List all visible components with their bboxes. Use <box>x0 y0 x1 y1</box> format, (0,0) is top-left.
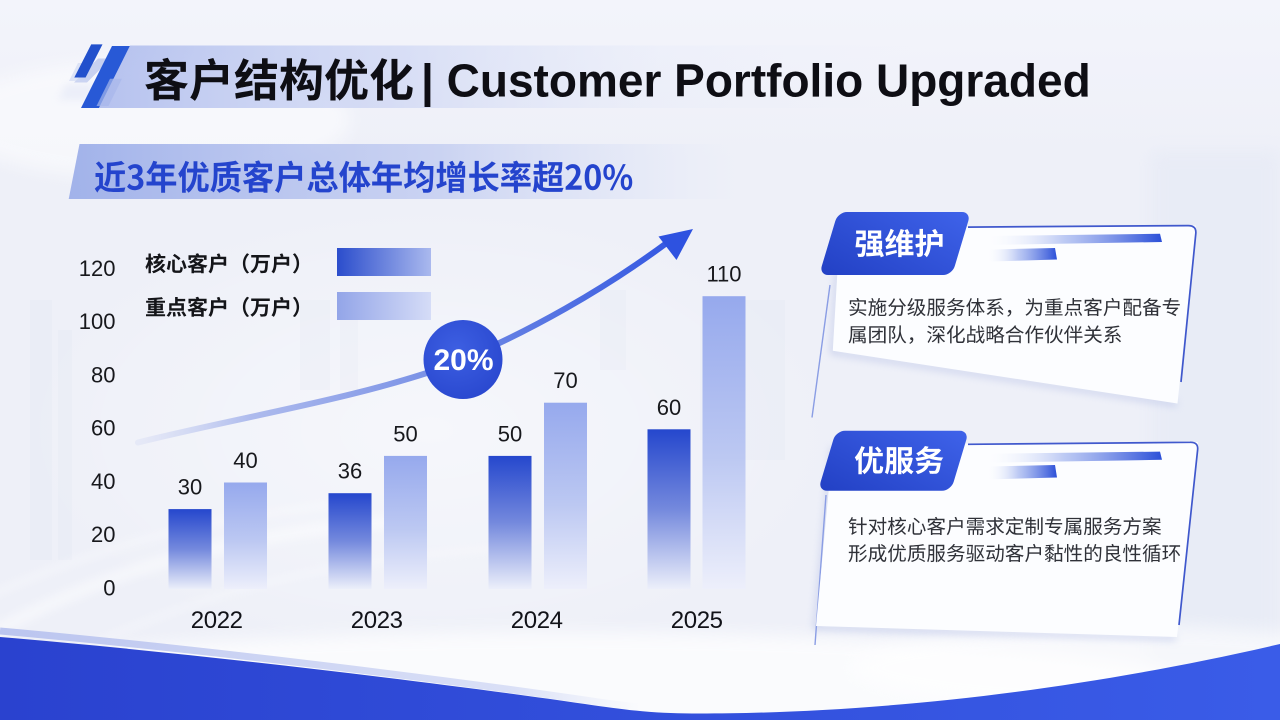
svg-text:2025: 2025 <box>671 607 723 634</box>
svg-text:30: 30 <box>178 475 202 500</box>
svg-text:50: 50 <box>498 421 522 446</box>
svg-text:80: 80 <box>91 363 115 388</box>
svg-text:60: 60 <box>657 395 681 420</box>
svg-text:40: 40 <box>233 448 257 473</box>
svg-text:60: 60 <box>91 416 115 441</box>
svg-text:100: 100 <box>79 309 116 334</box>
svg-text:110: 110 <box>706 262 741 287</box>
svg-text:0: 0 <box>103 575 115 600</box>
svg-text:2024: 2024 <box>511 607 563 634</box>
svg-text:70: 70 <box>553 368 577 393</box>
svg-text:| Customer Portfolio Upgraded: | Customer Portfolio Upgraded <box>421 55 1091 107</box>
svg-text:20%: 20% <box>433 344 493 377</box>
svg-text:120: 120 <box>79 256 116 281</box>
svg-text:20: 20 <box>91 522 115 547</box>
svg-text:2022: 2022 <box>191 607 243 634</box>
svg-text:40: 40 <box>91 469 115 494</box>
svg-text:2023: 2023 <box>351 607 403 634</box>
svg-text:50: 50 <box>393 421 417 446</box>
svg-text:36: 36 <box>338 459 362 484</box>
